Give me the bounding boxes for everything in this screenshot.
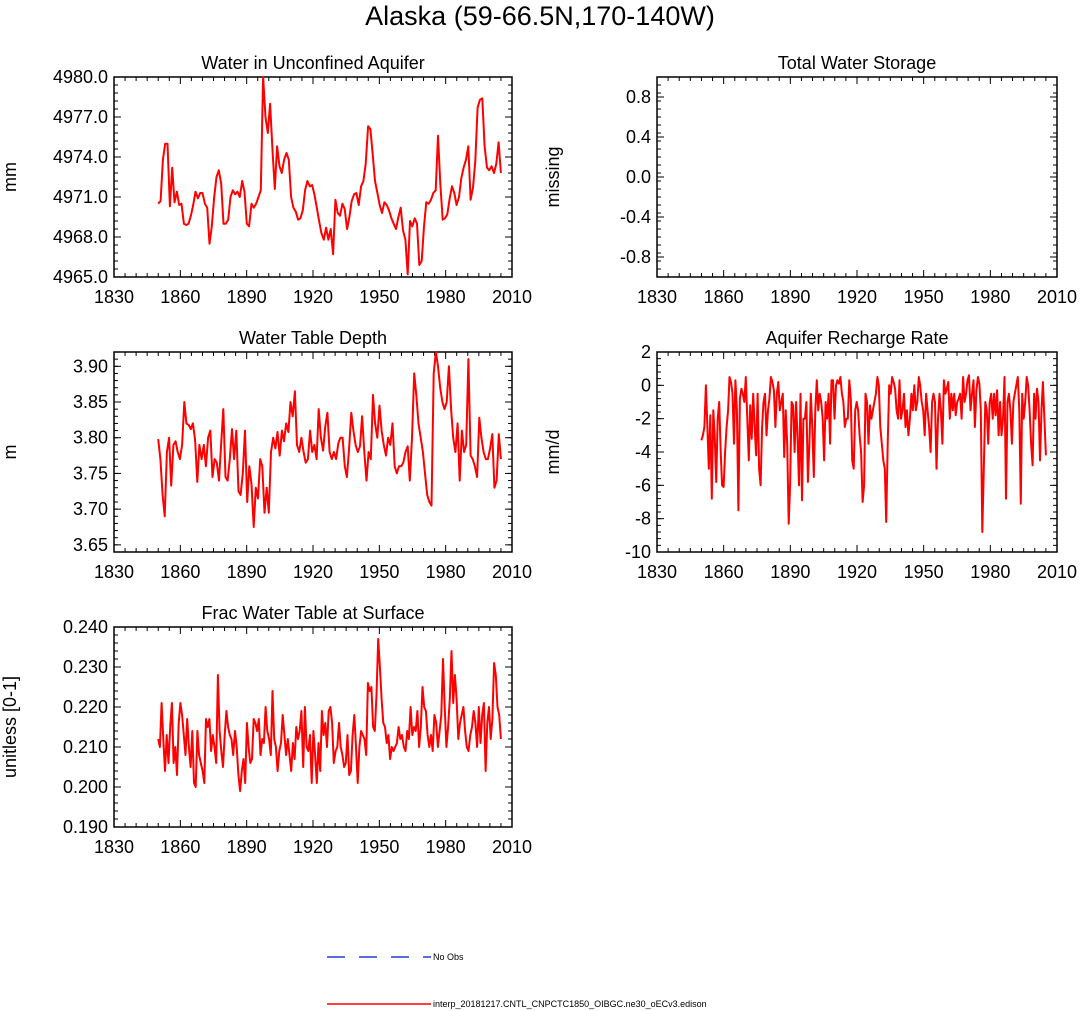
y-tick-label: -4: [635, 442, 651, 462]
panel-frac-water-table-at-surface: Frac Water Table at Surface unitless [0-1…: [0, 603, 532, 857]
y-tick-label: 2: [641, 342, 651, 362]
x-tick-label: 2010: [492, 837, 532, 857]
x-tick-label: 1860: [704, 562, 744, 582]
y-tick-label: 3.75: [73, 463, 108, 483]
x-tick-label: 2010: [1037, 562, 1077, 582]
x-tick-label: 1860: [704, 287, 744, 307]
x-tick-label: 1890: [227, 562, 267, 582]
x-tick-label: 1980: [426, 287, 466, 307]
panel-title: Water in Unconfined Aquifer: [201, 53, 424, 73]
plot-frame: [656, 76, 1058, 278]
panel-water-in-unconfined-aquifer: Water in Unconfined Aquifer mm 1830 1860 189…: [0, 53, 532, 307]
y-tick-label: 3.90: [73, 356, 108, 376]
x-tick-label: 2010: [492, 562, 532, 582]
panel-title: Water Table Depth: [239, 328, 387, 348]
x-tick-label: 1830: [637, 287, 677, 307]
y-tick-label: 0.190: [63, 817, 108, 837]
x-tick-label: 1920: [837, 287, 877, 307]
x-tick-label: 1950: [359, 287, 399, 307]
x-tick-label: 1830: [94, 287, 134, 307]
x-tick-label: 1950: [904, 562, 944, 582]
y-tick-label: 4968.0: [53, 227, 108, 247]
y-tick-label: 0: [641, 375, 651, 395]
series-line: [157, 76, 502, 276]
x-tick-label: 1950: [904, 287, 944, 307]
panel-title: Total Water Storage: [778, 53, 936, 73]
panel-aquifer-recharge-rate: Aquifer Recharge Rate mm/d 1830 1860 1890 192…: [543, 328, 1077, 582]
x-tick-label: 1920: [293, 562, 333, 582]
legend: No Obs interp_20181217.CNTL_CNPCTC1850_O…: [327, 952, 707, 1009]
x-tick-label: 2010: [1037, 287, 1077, 307]
y-tick-label: 4974.0: [53, 147, 108, 167]
x-tick-label: 1890: [770, 562, 810, 582]
y-tick-label: 0.4: [626, 127, 651, 147]
y-tick-label: 3.85: [73, 392, 108, 412]
series-line: [700, 374, 1047, 533]
x-tick-label: 1980: [426, 837, 466, 857]
x-tick-label: 1890: [227, 287, 267, 307]
y-tick-label: 4980.0: [53, 67, 108, 87]
x-tick-label: 1950: [359, 837, 399, 857]
y-tick-label: -0.4: [620, 207, 651, 227]
y-tick-label: 4977.0: [53, 107, 108, 127]
panel-total-water-storage: Total Water Storage missing 1830 1860 1890 19…: [543, 53, 1077, 307]
y-axis-label: m: [0, 445, 20, 460]
y-tick-label: -2: [635, 409, 651, 429]
legend-no-obs-label: No Obs: [433, 952, 464, 962]
y-tick-label: 0.200: [63, 777, 108, 797]
y-tick-label: 0.8: [626, 87, 651, 107]
y-axis-label: mm: [0, 162, 20, 192]
y-axis-label: missing: [543, 146, 563, 207]
y-tick-label: 0.240: [63, 617, 108, 637]
y-tick-label: 0.0: [626, 167, 651, 187]
x-tick-label: 1860: [160, 837, 200, 857]
x-tick-label: 1830: [637, 562, 677, 582]
y-tick-label: 0.210: [63, 737, 108, 757]
figure-title: Alaska (59-66.5N,170-140W): [365, 1, 715, 31]
y-tick-label: -0.8: [620, 247, 651, 267]
x-tick-label: 1980: [970, 287, 1010, 307]
panel-title: Frac Water Table at Surface: [201, 603, 424, 623]
y-tick-label: 4965.0: [53, 267, 108, 287]
y-tick-label: 0.230: [63, 657, 108, 677]
legend-model-label: interp_20181217.CNTL_CNPCTC1850_OIBGC.ne…: [433, 999, 707, 1009]
y-tick-label: 3.80: [73, 428, 108, 448]
x-tick-label: 1890: [227, 837, 267, 857]
x-tick-label: 1860: [160, 287, 200, 307]
y-tick-label: -6: [635, 475, 651, 495]
panel-water-table-depth: Water Table Depth m 1830 1860 1890 1920 1950 19…: [0, 328, 532, 582]
x-tick-label: 1980: [970, 562, 1010, 582]
y-tick-label: -10: [625, 542, 651, 562]
y-tick-label: 4971.0: [53, 187, 108, 207]
y-tick-label: 3.70: [73, 499, 108, 519]
y-tick-label: 0.220: [63, 697, 108, 717]
y-tick-label: 3.65: [73, 535, 108, 555]
panel-title: Aquifer Recharge Rate: [765, 328, 948, 348]
x-tick-label: 1860: [160, 562, 200, 582]
x-tick-label: 1890: [770, 287, 810, 307]
y-axis-label: mm/d: [543, 430, 563, 475]
x-tick-label: 1830: [94, 562, 134, 582]
x-tick-label: 1980: [426, 562, 466, 582]
x-tick-label: 1920: [837, 562, 877, 582]
x-tick-label: 1920: [293, 837, 333, 857]
y-tick-label: -8: [635, 509, 651, 529]
series-line: [157, 638, 502, 792]
x-tick-label: 1950: [359, 562, 399, 582]
y-axis-label: unitless [0-1]: [0, 676, 20, 778]
series-line: [157, 351, 502, 528]
x-tick-label: 1920: [293, 287, 333, 307]
x-tick-label: 2010: [492, 287, 532, 307]
x-tick-label: 1830: [94, 837, 134, 857]
